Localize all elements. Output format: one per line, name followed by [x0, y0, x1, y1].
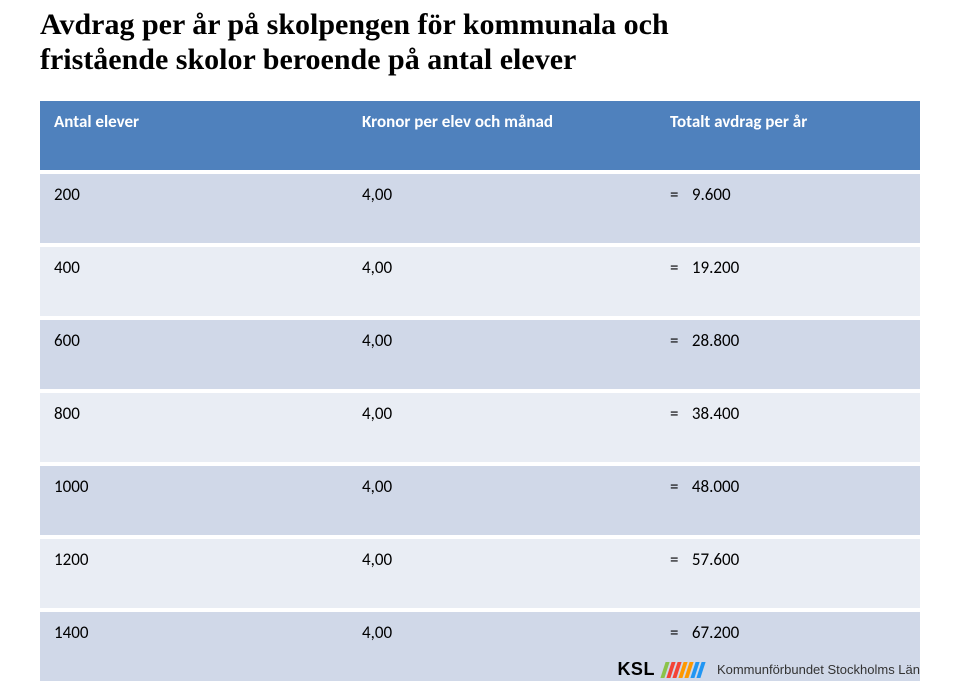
table-row: 2004,00= 9.600 — [40, 174, 920, 243]
cell-kronor: 4,00 — [348, 393, 656, 462]
cell-kronor: 4,00 — [348, 612, 656, 681]
ksl-logo-text: KSL — [617, 659, 655, 680]
cell-totalt: = 38.400 — [656, 393, 920, 462]
cell-antal-elever: 1400 — [40, 612, 348, 681]
table-header-row: Antal elever Kronor per elev och månad T… — [40, 101, 920, 170]
deductions-table: Antal elever Kronor per elev och månad T… — [40, 97, 920, 685]
table-row: 4004,00= 19.200 — [40, 247, 920, 316]
cell-totalt: = 28.800 — [656, 320, 920, 389]
table-row: 8004,00= 38.400 — [40, 393, 920, 462]
table-body: 2004,00= 9.6004004,00= 19.2006004,00= 28… — [40, 174, 920, 681]
ksl-bars-icon — [663, 662, 703, 678]
cell-kronor: 4,00 — [348, 466, 656, 535]
equals-sign: = — [670, 476, 688, 497]
th-totalt: Totalt avdrag per år — [656, 101, 920, 170]
equals-sign: = — [670, 184, 688, 205]
table-row: 10004,00= 48.000 — [40, 466, 920, 535]
cell-kronor: 4,00 — [348, 247, 656, 316]
cell-antal-elever: 800 — [40, 393, 348, 462]
cell-antal-elever: 200 — [40, 174, 348, 243]
table-row: 12004,00= 57.600 — [40, 539, 920, 608]
title-line-2: fristående skolor beroende på antal elev… — [40, 43, 576, 76]
footer-subtitle: Kommunförbundet Stockholms Län — [717, 662, 920, 677]
equals-sign: = — [670, 622, 688, 643]
slide-page: Avdrag per år på skolpengen för kommunal… — [0, 0, 960, 694]
cell-totalt: = 48.000 — [656, 466, 920, 535]
cell-kronor: 4,00 — [348, 320, 656, 389]
title-line-1: Avdrag per år på skolpengen för kommunal… — [40, 8, 669, 41]
cell-antal-elever: 600 — [40, 320, 348, 389]
cell-totalt: = 19.200 — [656, 247, 920, 316]
cell-antal-elever: 400 — [40, 247, 348, 316]
total-value: 67.200 — [688, 622, 739, 643]
total-value: 38.400 — [688, 403, 739, 424]
equals-sign: = — [670, 257, 688, 278]
equals-sign: = — [670, 403, 688, 424]
th-kronor: Kronor per elev och månad — [348, 101, 656, 170]
equals-sign: = — [670, 549, 688, 570]
total-value: 19.200 — [688, 257, 739, 278]
total-value: 48.000 — [688, 476, 739, 497]
th-antal-elever: Antal elever — [40, 101, 348, 170]
total-value: 57.600 — [688, 549, 739, 570]
cell-antal-elever: 1000 — [40, 466, 348, 535]
total-value: 9.600 — [688, 184, 731, 205]
cell-totalt: = 9.600 — [656, 174, 920, 243]
cell-kronor: 4,00 — [348, 174, 656, 243]
footer: KSL Kommunförbundet Stockholms Län — [617, 659, 920, 680]
cell-totalt: = 57.600 — [656, 539, 920, 608]
cell-kronor: 4,00 — [348, 539, 656, 608]
cell-antal-elever: 1200 — [40, 539, 348, 608]
total-value: 28.800 — [688, 330, 739, 351]
table-row: 6004,00= 28.800 — [40, 320, 920, 389]
slide-title: Avdrag per år på skolpengen för kommunal… — [40, 8, 920, 77]
equals-sign: = — [670, 330, 688, 351]
